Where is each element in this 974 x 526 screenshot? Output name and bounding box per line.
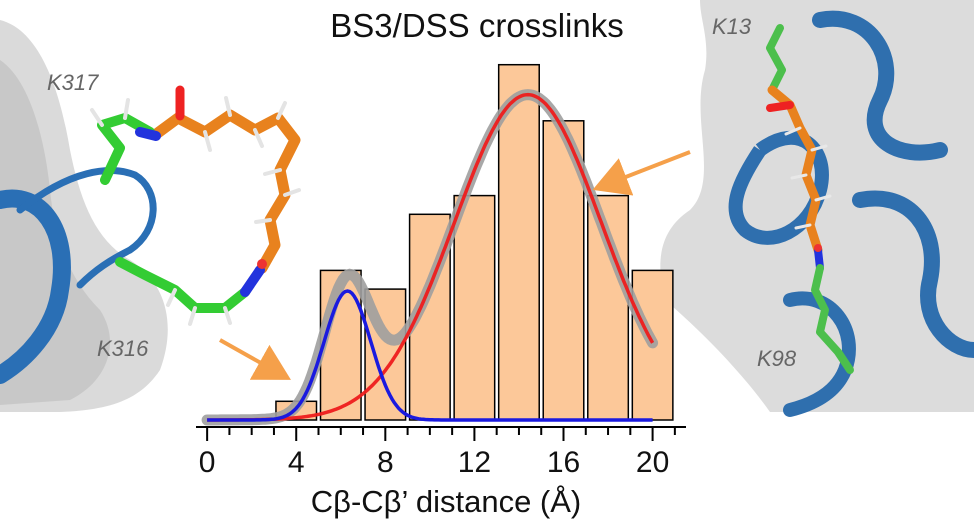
right-lysine-upper-green bbox=[766, 24, 786, 94]
histogram-bar-12 bbox=[453, 194, 496, 421]
left-nitrogen-upper bbox=[135, 127, 161, 141]
x-tick-label-0: 0 bbox=[199, 446, 216, 479]
x-tick-label-20: 20 bbox=[636, 446, 669, 479]
left-nitrogen-lower bbox=[240, 265, 265, 297]
right-hydrogen-sticks bbox=[784, 126, 832, 230]
x-tick-label-16: 16 bbox=[547, 446, 580, 479]
fit-curves-layer bbox=[201, 89, 659, 426]
x-tick-label-8: 8 bbox=[377, 446, 394, 479]
left-lower-residue-label: K316 bbox=[97, 336, 149, 361]
left-loop-ribbon bbox=[16, 167, 157, 289]
right-carbonyl-oxygen bbox=[766, 101, 794, 112]
left-oxygen-atom bbox=[257, 259, 267, 269]
left-linker-orange bbox=[149, 109, 301, 274]
chart-title: BS3/DSS crosslinks bbox=[330, 7, 623, 44]
arrow-to-long-peak bbox=[592, 150, 691, 196]
right-oxygen-atom bbox=[814, 244, 822, 252]
fit-curve-short-component bbox=[207, 289, 653, 422]
x-tick-label-4: 4 bbox=[288, 446, 305, 479]
arrow-to-short-peak bbox=[219, 338, 291, 380]
left-upper-residue-label: K317 bbox=[47, 70, 99, 95]
left-hydrogen-sticks bbox=[90, 96, 301, 326]
right-helix-ribbon-c bbox=[852, 190, 974, 358]
right-upper-residue-label: K13 bbox=[712, 14, 752, 39]
right-structure-illustration: K13 K98 bbox=[660, 0, 974, 417]
histogram-bar-14 bbox=[497, 63, 540, 421]
right-linker-orange bbox=[767, 85, 823, 255]
x-tick-label-12: 12 bbox=[458, 446, 491, 479]
right-helix-ribbon-b bbox=[812, 10, 948, 161]
right-lower-residue-label: K98 bbox=[757, 346, 797, 371]
histogram-chart: 0 4 8 12 16 20 BS3/DSS crosslinks Cβ-Cβ’ dist… bbox=[196, 7, 686, 519]
x-axis-title: Cβ-Cβ’ distance (Å) bbox=[311, 484, 582, 519]
left-lysine-lower-green bbox=[115, 257, 250, 313]
x-axis: 0 4 8 12 16 20 bbox=[196, 426, 686, 479]
right-lysine-lower-green bbox=[811, 264, 854, 374]
left-structure-illustration: K317 K316 bbox=[0, 20, 301, 412]
